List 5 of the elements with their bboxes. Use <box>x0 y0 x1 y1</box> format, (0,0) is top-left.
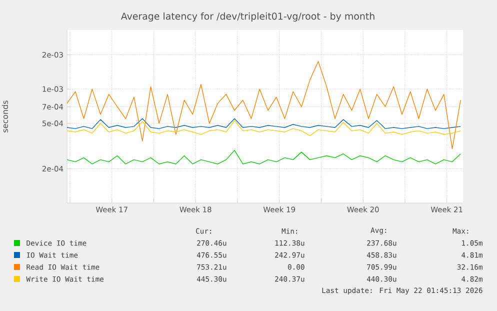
line-series <box>67 150 461 164</box>
line-series <box>67 118 461 129</box>
chart-title: Average latency for /dev/tripleit01-vg/root - by month <box>120 12 374 22</box>
line-series <box>67 120 461 136</box>
line-series <box>67 61 461 149</box>
